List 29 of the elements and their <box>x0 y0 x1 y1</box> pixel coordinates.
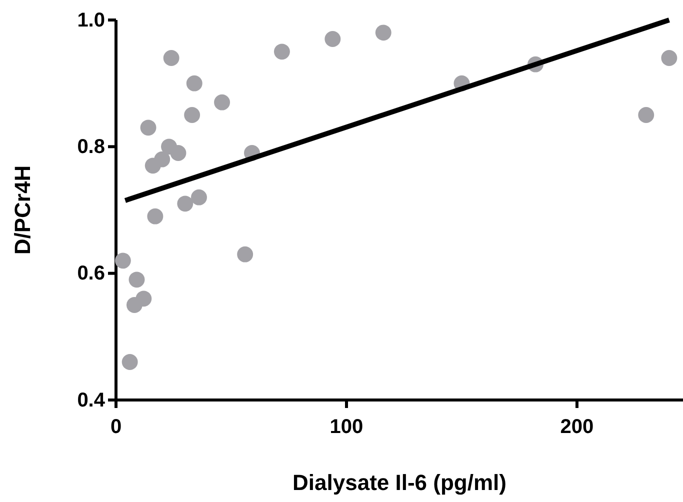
point <box>638 107 654 123</box>
x-tick-label: 100 <box>330 416 364 438</box>
point <box>177 196 194 212</box>
point <box>375 24 392 41</box>
point <box>147 208 164 224</box>
point <box>128 272 145 288</box>
point <box>114 252 131 269</box>
point <box>184 107 200 123</box>
point <box>154 151 170 168</box>
x-tick-label: 200 <box>560 416 594 438</box>
x-tick-label: 0 <box>110 416 122 438</box>
point <box>140 120 156 136</box>
y-tick-label: 0.6 <box>77 262 105 285</box>
point <box>122 354 138 370</box>
y-axis-title: D/PCr4H <box>10 165 35 255</box>
y-tick-label: 0.8 <box>77 136 105 158</box>
point <box>136 290 152 307</box>
x-axis-title: Dialysate Il-6 (pg/ml) <box>292 470 506 495</box>
y-tick-label: 0.4 <box>77 389 106 412</box>
point <box>186 75 202 92</box>
point <box>214 94 230 110</box>
point <box>163 50 180 66</box>
point <box>190 189 207 206</box>
point <box>324 31 341 47</box>
point <box>661 50 678 66</box>
y-tick-label: 1.0 <box>77 9 105 32</box>
point <box>274 44 290 60</box>
point <box>170 145 186 161</box>
point <box>237 246 254 262</box>
